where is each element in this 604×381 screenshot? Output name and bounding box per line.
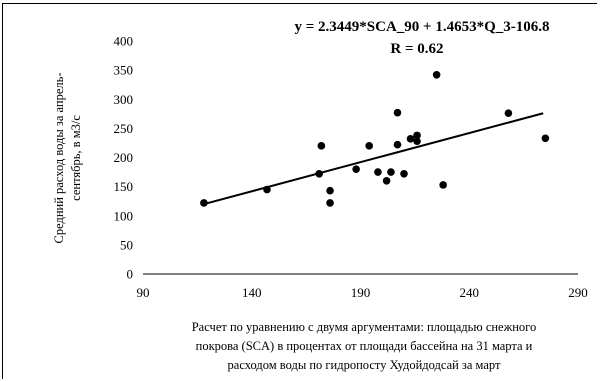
y-axis-title-line-2: сентябрь, в м3/с [69,115,83,201]
data-point [393,140,402,149]
r-value-label: R = 0.62 [390,41,443,57]
x-tick-label: 90 [137,285,150,300]
data-point [541,134,550,143]
x-tick-labels: 90 140 190 240 290 [137,285,588,300]
x-tick-label: 190 [351,285,371,300]
y-tick-label: 350 [114,63,134,78]
trendline-line [201,112,544,206]
data-point [439,181,447,189]
equation-label: y = 2.3449*SCA_90 + 1.4653*Q_3-106.8 [294,19,549,35]
chart-frame [2,3,597,379]
data-point [326,186,334,195]
y-tick-labels: 0 50 100 150 200 250 300 350 400 [114,34,134,282]
y-axis-title-line-1: Средний расход воды за апрель- [52,72,66,243]
data-point [317,142,326,150]
x-axis-title-line-3: расходом воды по гидропосту Худойдодсай … [228,358,501,372]
data-point [315,170,323,178]
y-tick-label: 300 [114,92,134,107]
data-point [413,137,421,145]
y-tick-label: 400 [114,34,134,49]
data-points [200,70,550,207]
data-point [387,168,395,176]
y-tick-label: 0 [127,267,134,282]
x-axis-title-line-2: покрова (SCA) в процентах от площади бас… [196,339,533,353]
y-axis-title: Средний расход воды за апрель- сентябрь,… [52,72,83,243]
data-point [400,170,408,178]
x-tick-label: 140 [242,285,262,300]
y-tick-label: 250 [114,121,134,136]
x-tick-label: 290 [568,285,588,300]
trendline [201,112,544,206]
data-point [413,131,421,140]
y-tick-label: 100 [114,208,134,223]
data-point [382,177,391,185]
data-point [200,199,208,207]
x-axis-title: Расчет по уравнению с двумя аргументами:… [192,320,537,372]
data-point [365,142,374,150]
x-axis-title-line-1: Расчет по уравнению с двумя аргументами:… [192,320,537,334]
data-point [352,165,360,173]
data-point [263,185,271,194]
x-tick-label: 240 [460,285,480,300]
data-point [432,70,441,79]
data-point [393,108,402,117]
data-point [326,199,334,207]
y-tick-label: 200 [114,150,134,165]
y-tick-label: 50 [120,237,133,252]
data-point [504,109,513,118]
y-tick-label: 150 [114,179,134,194]
data-point [374,168,382,176]
data-point [406,135,415,143]
